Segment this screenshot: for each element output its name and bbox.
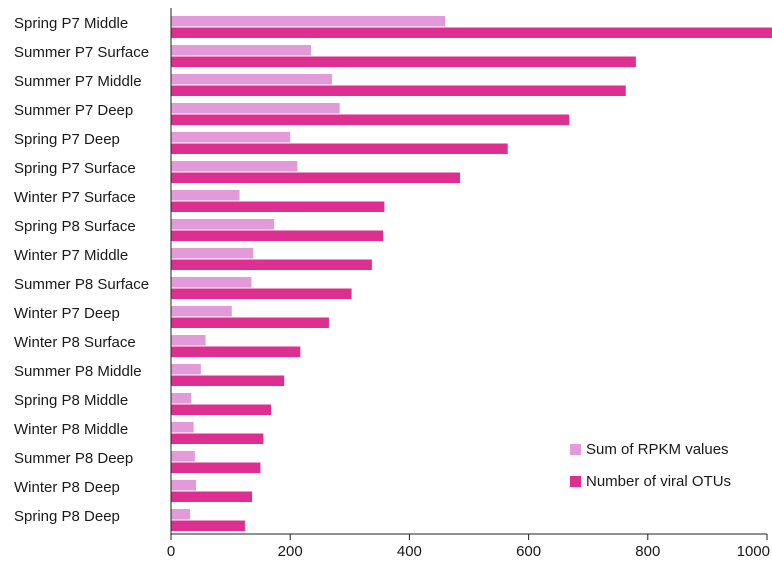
bar-otus-14 [171, 433, 264, 444]
category-label: Summer P8 Surface [14, 276, 149, 293]
bar-otus-13 [171, 404, 272, 415]
bar-otus-5 [171, 172, 461, 183]
category-label: Spring P8 Deep [14, 508, 120, 525]
bar-otus-2 [171, 85, 626, 96]
legend-label: Sum of RPKM values [586, 441, 729, 458]
bar-rpkm-2 [171, 74, 332, 85]
category-label: Spring P7 Deep [14, 131, 120, 148]
category-label: Spring P7 Middle [14, 15, 128, 32]
bar-rpkm-16 [171, 480, 197, 491]
x-tick-label: 1000 [737, 543, 770, 560]
legend: Sum of RPKM values Number of viral OTUs [570, 441, 731, 490]
bar-otus-7 [171, 230, 384, 241]
bar-rpkm-12 [171, 364, 201, 375]
x-tick-label: 200 [278, 543, 303, 560]
legend-label: Number of viral OTUs [586, 473, 731, 490]
category-label: Winter P7 Deep [14, 305, 120, 322]
category-labels: Spring P7 Middle Summer P7 Surface Summer … [14, 15, 149, 525]
legend-swatch-rpkm [570, 444, 581, 455]
bar-rpkm-8 [171, 248, 254, 259]
bar-rpkm-0 [171, 16, 446, 27]
bar-otus-16 [171, 491, 253, 502]
bar-otus-17 [171, 520, 245, 531]
category-label: Summer P8 Deep [14, 450, 133, 467]
category-label: Winter P7 Surface [14, 189, 136, 206]
x-axis: 0 200 400 600 800 1000 [167, 8, 770, 560]
bar-otus-9 [171, 288, 352, 299]
legend-swatch-otus [570, 476, 581, 487]
bar-rpkm-17 [171, 509, 191, 520]
bar-otus-6 [171, 201, 385, 212]
category-label: Winter P8 Deep [14, 479, 120, 496]
bar-otus-3 [171, 114, 570, 125]
category-label: Spring P8 Middle [14, 392, 128, 409]
category-label: Spring P8 Surface [14, 218, 136, 235]
category-label: Winter P8 Middle [14, 421, 128, 438]
bar-rpkm-9 [171, 277, 252, 288]
bar-rpkm-15 [171, 451, 195, 462]
bar-rpkm-5 [171, 161, 298, 172]
bar-otus-0 [171, 27, 772, 38]
bar-otus-8 [171, 259, 372, 270]
x-tick-label: 600 [516, 543, 541, 560]
bar-otus-15 [171, 462, 261, 473]
category-label: Summer P8 Middle [14, 363, 142, 380]
bar-rpkm-13 [171, 393, 192, 404]
bars-layer [171, 16, 772, 531]
category-label: Winter P7 Middle [14, 247, 128, 264]
category-label: Winter P8 Surface [14, 334, 136, 351]
bar-otus-4 [171, 143, 508, 154]
bar-rpkm-10 [171, 306, 232, 317]
bar-rpkm-11 [171, 335, 206, 346]
category-label: Summer P7 Surface [14, 44, 149, 61]
category-label: Spring P7 Surface [14, 160, 136, 177]
bar-rpkm-7 [171, 219, 275, 230]
bar-rpkm-3 [171, 103, 340, 114]
bar-rpkm-1 [171, 45, 312, 56]
category-label: Summer P7 Middle [14, 73, 142, 90]
x-tick-label: 400 [397, 543, 422, 560]
x-tick-label: 800 [635, 543, 660, 560]
bar-otus-11 [171, 346, 301, 357]
category-label: Summer P7 Deep [14, 102, 133, 119]
bar-rpkm-4 [171, 132, 291, 143]
bar-otus-10 [171, 317, 329, 328]
bar-otus-12 [171, 375, 285, 386]
bar-rpkm-14 [171, 422, 194, 433]
bar-otus-1 [171, 56, 636, 67]
x-tick-label: 0 [167, 543, 175, 560]
bar-rpkm-6 [171, 190, 240, 201]
